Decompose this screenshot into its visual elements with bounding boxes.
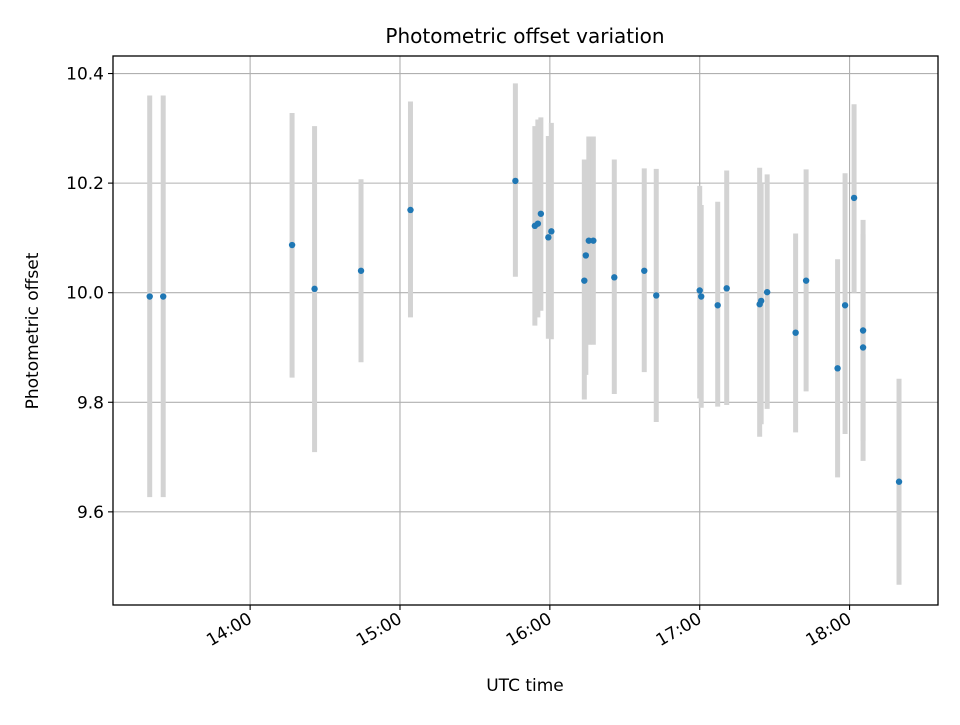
y-tick-label: 9.8	[77, 393, 104, 413]
data-point	[792, 329, 799, 336]
data-point	[537, 210, 545, 217]
data-point	[698, 293, 705, 300]
data-point	[534, 220, 542, 227]
data-point	[641, 267, 648, 274]
data-point	[160, 293, 167, 300]
data-point	[714, 302, 721, 309]
data-point	[763, 288, 771, 296]
y-tick-label: 10.0	[66, 284, 104, 304]
data-point	[653, 292, 660, 299]
data-point	[696, 287, 703, 294]
data-point	[407, 206, 414, 214]
data-points	[146, 177, 903, 485]
data-point	[859, 344, 867, 351]
data-point	[357, 267, 365, 274]
data-point	[757, 297, 765, 305]
data-point	[512, 177, 519, 185]
data-point	[859, 327, 867, 334]
data-point	[548, 228, 555, 235]
data-point	[582, 252, 590, 259]
y-tick-label: 10.4	[66, 65, 104, 85]
y-tick-label: 9.6	[77, 503, 104, 523]
data-point	[288, 241, 296, 249]
data-point	[802, 277, 810, 284]
data-point	[581, 277, 588, 284]
data-point	[841, 302, 849, 309]
plot-frame	[112, 55, 939, 606]
data-point	[611, 274, 618, 281]
data-point	[723, 285, 730, 292]
x-axis-label: UTC time	[486, 676, 564, 696]
data-point	[545, 234, 552, 241]
data-point	[895, 478, 903, 485]
data-point	[311, 285, 318, 293]
y-axis-ticks: 9.6 9.8 10.0 10.2 10.4	[66, 65, 113, 523]
data-point	[834, 365, 841, 372]
data-point	[850, 194, 858, 202]
data-point	[585, 237, 593, 244]
chart-title: Photometric offset variation	[385, 24, 664, 48]
y-axis-label: Photometric offset	[23, 252, 43, 409]
y-tick-label: 10.2	[66, 174, 104, 194]
data-point	[146, 293, 153, 300]
data-point	[590, 237, 597, 244]
